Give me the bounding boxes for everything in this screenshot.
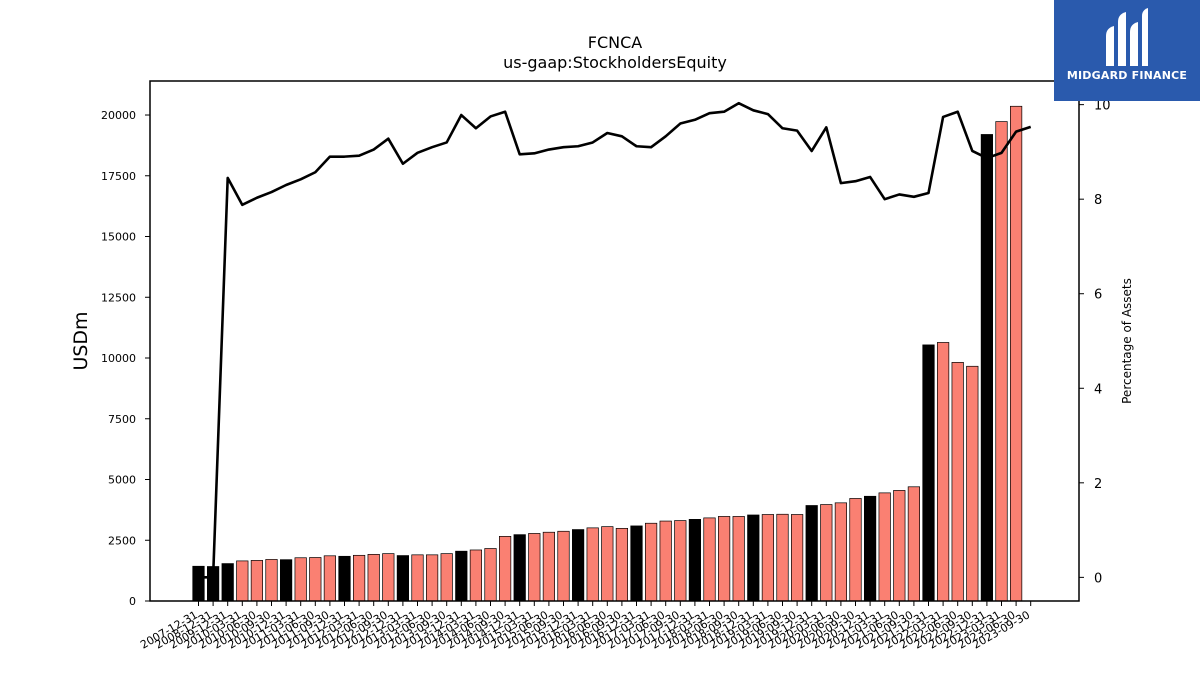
bar-2013-06-30 — [426, 554, 439, 602]
y-tick-label: 5000 — [108, 474, 136, 487]
line-layer — [198, 101, 1032, 579]
y-tick-label: 0 — [129, 595, 136, 608]
chart-subtitle: us-gaap:StockholdersEquity — [503, 53, 727, 72]
bar-2007-12-31 — [192, 565, 205, 602]
bar-2018-06-30 — [717, 516, 731, 602]
bar-2010-09-30 — [265, 559, 278, 602]
y2-axis-label: Percentage of Assets — [1120, 278, 1134, 404]
y-tick-label: 17500 — [101, 170, 136, 183]
y2-axis: 0 2 4 6 8 10 — [1079, 99, 1111, 586]
y-tick-label: 15000 — [101, 231, 136, 244]
bar-2010-06-30 — [250, 560, 263, 602]
bar-2014-03-31 — [469, 549, 482, 602]
bar-2020-03-31 — [820, 504, 833, 602]
y-axis: 0 2500 5000 7500 10000 12500 15000 17500 20000 — [101, 109, 150, 608]
y2-tick-label: 2 — [1094, 477, 1102, 492]
bar-2011-09-30 — [323, 555, 336, 602]
bar-2016-09-30 — [615, 527, 629, 602]
bar-2018-12-31 — [747, 514, 760, 602]
bar-2015-09-30 — [557, 530, 570, 602]
bar-2016-03-31 — [586, 527, 599, 602]
bar-2012-12-31 — [396, 555, 409, 602]
bar-2022-09-30 — [966, 365, 979, 602]
bar-2019-12-31 — [805, 505, 818, 602]
bar-2011-06-30 — [309, 557, 322, 602]
y2-tick-label: 0 — [1094, 571, 1102, 586]
bar-2014-06-30 — [484, 548, 497, 602]
bar-2012-09-30 — [382, 553, 395, 602]
bar-2018-03-31 — [703, 517, 716, 602]
bar-group — [192, 105, 1023, 602]
bar-2019-09-30 — [790, 514, 804, 602]
bar-2013-09-30 — [440, 553, 453, 602]
bar-2009-12-31 — [221, 563, 234, 602]
bar-2019-06-30 — [776, 513, 789, 602]
bar-2023-03-31 — [995, 121, 1008, 602]
bar-2018-09-30 — [732, 516, 745, 602]
bar-2021-06-30 — [893, 490, 906, 602]
bar-2013-03-31 — [411, 554, 424, 602]
y-tick-label: 2500 — [108, 534, 136, 547]
bar-2012-06-30 — [367, 553, 380, 602]
bar-2011-03-31 — [294, 557, 307, 602]
y-tick-label: 20000 — [101, 109, 136, 122]
percentage-of-assets-line — [198, 101, 1032, 579]
bar-2011-12-31 — [338, 555, 351, 602]
y2-tick-label: 4 — [1094, 382, 1102, 397]
bar-2022-12-31 — [980, 134, 994, 602]
bar-2020-06-30 — [834, 502, 848, 602]
bar-2023-06-30 — [1009, 105, 1023, 602]
bar-2015-03-31 — [528, 533, 541, 602]
bar-2016-12-31 — [630, 525, 643, 602]
bar-2015-06-30 — [542, 531, 556, 602]
y2-tick-label: 6 — [1094, 288, 1102, 303]
bar-2021-12-31 — [922, 344, 935, 602]
midgard-logo-icon — [1106, 8, 1148, 66]
bar-2022-03-31 — [936, 342, 950, 602]
bar-2016-06-30 — [601, 526, 614, 602]
bar-2014-09-30 — [499, 536, 512, 602]
bar-2013-12-31 — [455, 550, 468, 602]
bar-2014-12-31 — [513, 534, 526, 602]
bar-2021-03-31 — [878, 492, 891, 602]
bar-2019-03-31 — [761, 514, 775, 602]
x-axis: 2007-12-312008-12-312009-12-312010-03-31… — [138, 601, 1032, 652]
y-tick-label: 12500 — [101, 291, 136, 304]
bar-2021-09-30 — [907, 486, 921, 602]
brand-logo-text: MIDGARD FINANCE — [1066, 69, 1188, 82]
bar-2022-06-30 — [951, 362, 964, 602]
brand-logo: MIDGARD FINANCE — [1054, 0, 1200, 101]
bar-2020-12-31 — [863, 495, 877, 602]
y2-tick-label: 10 — [1094, 99, 1111, 114]
bar-2020-09-30 — [849, 498, 862, 602]
y-tick-label: 7500 — [108, 413, 136, 426]
bar-2017-06-30 — [659, 520, 672, 602]
bar-2010-12-31 — [280, 559, 293, 602]
bar-2017-09-30 — [674, 520, 687, 602]
y2-tick-label: 8 — [1094, 193, 1102, 208]
bar-2012-03-31 — [353, 554, 366, 602]
plot-frame — [149, 80, 1080, 602]
bar-2010-03-31 — [236, 560, 249, 602]
bar-2017-03-31 — [644, 522, 658, 602]
bar-2017-12-31 — [688, 519, 702, 602]
bar-2015-12-31 — [571, 529, 585, 602]
y-axis-label: USDm — [70, 311, 92, 370]
y-tick-label: 10000 — [101, 352, 136, 365]
chart-title: FCNCA — [588, 33, 643, 52]
